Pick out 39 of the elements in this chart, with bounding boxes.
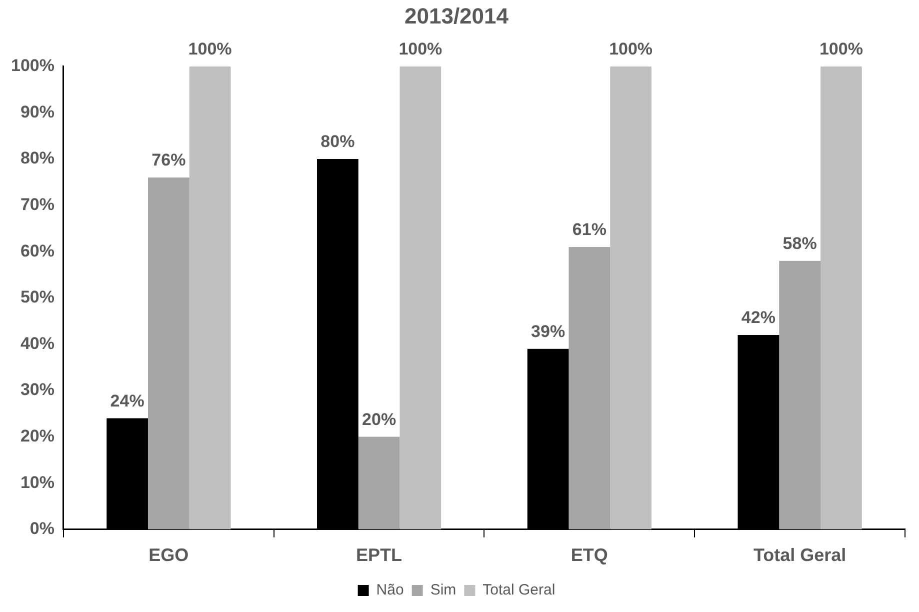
x-tick-label: EGO [148, 545, 189, 566]
y-tick-label: 100% [10, 56, 54, 76]
y-tick-label: 90% [20, 102, 54, 122]
chart-title: 2013/2014 [404, 3, 510, 28]
data-label: 20% [362, 410, 396, 429]
bar [400, 66, 442, 530]
data-label: 39% [531, 322, 566, 342]
x-tick-label: ETQ [570, 545, 608, 566]
data-label: 58% [782, 234, 817, 254]
bar [568, 246, 610, 530]
data-label: 100% [398, 40, 442, 59]
bar [610, 66, 652, 530]
y-tick-label: 20% [20, 426, 54, 446]
data-label: 76% [152, 150, 186, 170]
data-label: 42% [741, 308, 776, 328]
legend-label: Sim [430, 582, 456, 599]
bar [358, 436, 400, 530]
y-tick-label: 10% [20, 472, 54, 492]
y-tick-label: 70% [20, 194, 54, 214]
data-label: 80% [320, 132, 355, 152]
bar [779, 260, 820, 530]
legend-label: Não [376, 582, 404, 599]
data-label: 61% [572, 220, 606, 240]
bar [820, 66, 862, 530]
legend-label: Total Geral [482, 582, 556, 599]
data-label: 100% [819, 40, 863, 59]
x-tick-label: Total Geral [753, 545, 846, 566]
y-tick-label: 30% [20, 380, 54, 400]
data-label: 100% [609, 40, 653, 59]
y-tick-label: 50% [20, 288, 54, 307]
bar [189, 66, 231, 530]
y-tick-label: 0% [30, 519, 54, 538]
x-tick-label: EPTL [356, 545, 402, 566]
y-tick-label: 60% [20, 241, 54, 260]
bar [148, 178, 190, 530]
y-tick-label: 80% [20, 148, 54, 168]
data-label: 100% [188, 40, 232, 59]
y-tick-label: 40% [20, 334, 54, 353]
data-label: 24% [110, 391, 144, 410]
